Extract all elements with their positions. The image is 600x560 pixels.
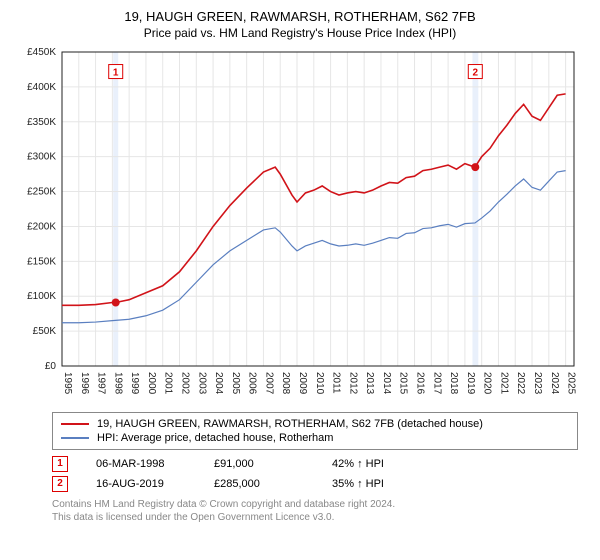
legend-item: HPI: Average price, detached house, Roth…: [61, 431, 569, 445]
svg-text:2011: 2011: [331, 372, 342, 394]
svg-text:2019: 2019: [465, 372, 476, 395]
legend-swatch: [61, 423, 89, 425]
marker-row: 1 06-MAR-1998 £91,000 42% ↑ HPI: [52, 454, 578, 474]
svg-text:1997: 1997: [96, 372, 107, 395]
marker-price: £91,000: [214, 458, 304, 470]
svg-text:2021: 2021: [498, 372, 509, 395]
svg-text:2004: 2004: [213, 372, 224, 395]
svg-text:2009: 2009: [297, 372, 308, 395]
svg-text:2018: 2018: [448, 372, 459, 395]
legend-swatch: [61, 437, 89, 439]
svg-text:2016: 2016: [415, 372, 426, 395]
svg-text:2014: 2014: [381, 372, 392, 395]
marker-date: 06-MAR-1998: [96, 458, 186, 470]
svg-text:1998: 1998: [112, 372, 123, 395]
legend-label: HPI: Average price, detached house, Roth…: [97, 432, 333, 444]
marker-pct: 35% ↑ HPI: [332, 478, 422, 490]
svg-text:£450K: £450K: [27, 47, 56, 58]
svg-text:2003: 2003: [196, 372, 207, 395]
svg-text:2001: 2001: [163, 372, 174, 395]
marker-price: £285,000: [214, 478, 304, 490]
marker-row: 2 16-AUG-2019 £285,000 35% ↑ HPI: [52, 474, 578, 494]
svg-text:2007: 2007: [263, 372, 274, 395]
svg-text:2010: 2010: [314, 372, 325, 395]
svg-text:2025: 2025: [566, 372, 577, 395]
marker-pct: 42% ↑ HPI: [332, 458, 422, 470]
svg-text:£400K: £400K: [27, 81, 56, 92]
footer-line: This data is licensed under the Open Gov…: [52, 511, 578, 524]
page-subtitle: Price paid vs. HM Land Registry's House …: [14, 26, 586, 40]
svg-text:£100K: £100K: [27, 291, 56, 302]
legend-item: 19, HAUGH GREEN, RAWMARSH, ROTHERHAM, S6…: [61, 417, 569, 431]
marker-badge: 2: [52, 476, 68, 492]
footer-line: Contains HM Land Registry data © Crown c…: [52, 498, 578, 511]
svg-text:£150K: £150K: [27, 256, 56, 267]
chart-legend: 19, HAUGH GREEN, RAWMARSH, ROTHERHAM, S6…: [52, 412, 578, 450]
page-title: 19, HAUGH GREEN, RAWMARSH, ROTHERHAM, S6…: [14, 8, 586, 26]
svg-text:2015: 2015: [398, 372, 409, 395]
svg-text:2020: 2020: [482, 372, 493, 395]
legend-label: 19, HAUGH GREEN, RAWMARSH, ROTHERHAM, S6…: [97, 418, 483, 430]
svg-text:2: 2: [473, 67, 479, 78]
svg-text:2022: 2022: [515, 372, 526, 395]
svg-text:2012: 2012: [347, 372, 358, 395]
svg-text:2006: 2006: [247, 372, 258, 395]
svg-text:£350K: £350K: [27, 116, 56, 127]
svg-text:2023: 2023: [532, 372, 543, 395]
svg-text:2024: 2024: [549, 372, 560, 395]
price-chart: £0 £50K £100K £150K £200K £250K £300K £350K £400…: [14, 46, 586, 406]
svg-text:£250K: £250K: [27, 186, 56, 197]
marker-badge: 1: [52, 456, 68, 472]
svg-text:£200K: £200K: [27, 221, 56, 232]
svg-text:2000: 2000: [146, 372, 157, 395]
svg-text:1995: 1995: [62, 372, 73, 395]
svg-text:2013: 2013: [364, 372, 375, 395]
svg-text:1996: 1996: [79, 372, 90, 395]
svg-text:2005: 2005: [230, 372, 241, 395]
marker-date: 16-AUG-2019: [96, 478, 186, 490]
svg-text:2008: 2008: [280, 372, 291, 395]
svg-text:1999: 1999: [129, 372, 140, 395]
svg-text:£50K: £50K: [33, 326, 57, 337]
marker-list: 1 06-MAR-1998 £91,000 42% ↑ HPI 2 16-AUG…: [52, 454, 578, 494]
svg-text:£0: £0: [45, 361, 57, 372]
svg-text:2002: 2002: [180, 372, 191, 395]
svg-text:2017: 2017: [431, 372, 442, 395]
svg-text:1: 1: [113, 67, 119, 78]
footer: Contains HM Land Registry data © Crown c…: [52, 498, 578, 524]
svg-text:£300K: £300K: [27, 151, 56, 162]
